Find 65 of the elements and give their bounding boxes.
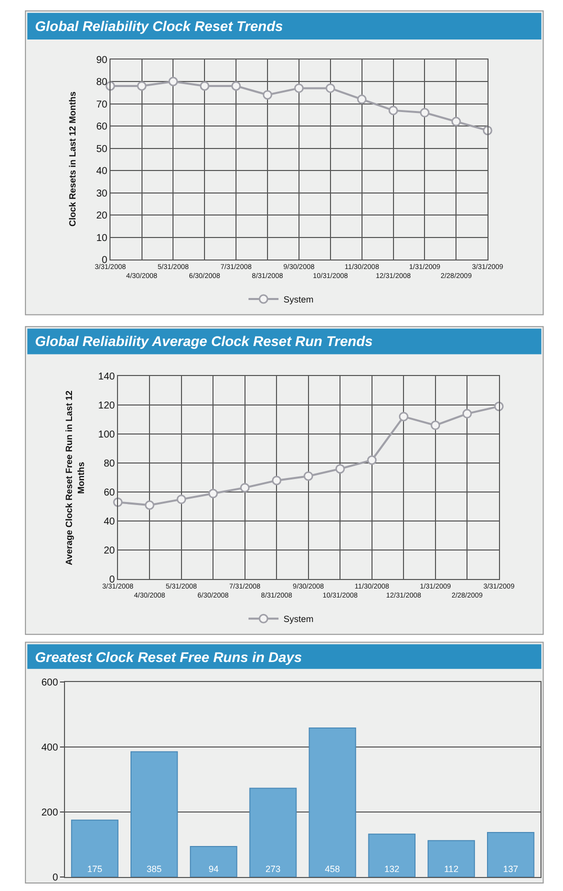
y-tick-label: 120: [98, 400, 116, 412]
data-label: 137: [503, 864, 518, 874]
point: [176, 494, 186, 504]
y-tick-label: 60: [104, 488, 116, 499]
point: [137, 81, 147, 91]
bar: [428, 840, 475, 878]
bar: [130, 751, 178, 878]
point: [144, 500, 154, 510]
y-axis-title: Clock Resets in Last 12 Months: [68, 91, 78, 227]
y-axis-title: Average Clock Reset Free Run in Last 12 Months: [64, 390, 86, 566]
legend-label: System: [284, 614, 314, 624]
y-tick-label: 140: [98, 371, 116, 382]
y-tick-label: 20: [96, 210, 108, 222]
point: [451, 116, 461, 126]
point: [367, 455, 377, 465]
data-label: 94: [208, 864, 219, 874]
y-tick-label: 40: [104, 516, 116, 528]
data-label: 273: [265, 864, 281, 874]
point: [357, 94, 367, 104]
point: [398, 412, 408, 422]
point: [430, 420, 440, 430]
data-label: 458: [324, 864, 340, 874]
point: [335, 464, 345, 474]
y-tick-label: 0: [52, 872, 58, 884]
point: [208, 488, 218, 498]
bar: [487, 832, 534, 878]
y-tick-label: 10: [96, 232, 108, 244]
y-tick-label: 80: [96, 77, 108, 88]
bar: [71, 820, 118, 878]
y-tick-label: 80: [104, 458, 116, 470]
y-tick-label: 40: [96, 166, 108, 178]
y-tick-label: 100: [98, 429, 116, 440]
point: [200, 81, 210, 91]
data-label: 385: [146, 864, 162, 874]
legend-label: System: [284, 294, 314, 304]
y-tick-label: 70: [96, 99, 108, 110]
data-label: 175: [87, 864, 102, 874]
bar: [190, 846, 238, 878]
bar: [308, 727, 356, 878]
bar: [249, 788, 297, 878]
point: [294, 83, 304, 93]
point: [168, 76, 178, 86]
point: [388, 106, 398, 116]
data-label: 132: [384, 864, 400, 874]
y-tick-label: 200: [41, 807, 58, 818]
chart-title: Global Reliability Average Clock Reset Run Trends: [35, 333, 373, 349]
chart-title: Global Reliability Clock Reset Trends: [35, 18, 284, 34]
y-tick-label: 600: [41, 677, 58, 688]
data-label: 112: [444, 864, 458, 874]
y-tick-label: 60: [96, 122, 108, 133]
point: [304, 471, 314, 481]
point: [231, 81, 241, 91]
y-tick-label: 400: [41, 742, 58, 754]
point: [462, 408, 472, 418]
y-tick-label: 90: [96, 54, 108, 66]
y-tick-label: 20: [104, 546, 116, 557]
point: [240, 482, 250, 492]
y-tick-label: 30: [96, 188, 108, 200]
point: [272, 476, 282, 486]
point: [262, 90, 272, 100]
y-tick-label: 50: [96, 144, 108, 155]
chart-title: Greatest Clock Reset Free Runs in Days: [35, 649, 302, 665]
point: [326, 83, 336, 93]
point: [420, 108, 430, 118]
bar: [368, 834, 416, 878]
